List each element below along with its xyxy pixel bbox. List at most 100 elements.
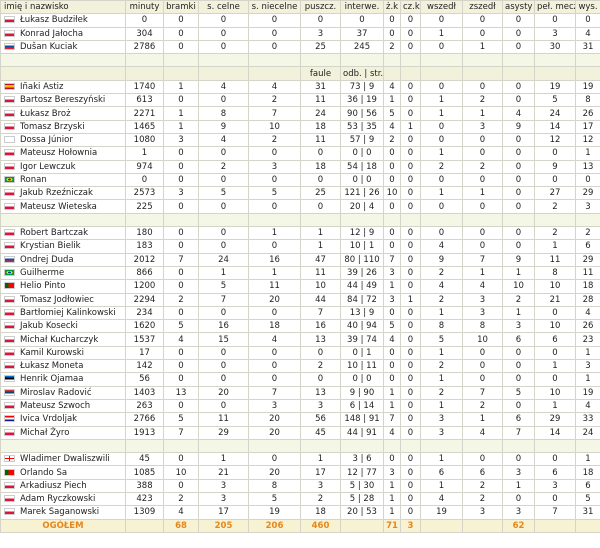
player-name: Marek Saganowski xyxy=(20,507,100,518)
stat-cell: 0 xyxy=(163,359,199,374)
total-cell: 68 xyxy=(163,518,199,533)
flag-icon xyxy=(4,242,15,250)
column-header: ż.k xyxy=(383,0,401,15)
stat-cell: 0 xyxy=(300,372,341,387)
stat-cell: 2786 xyxy=(125,39,164,55)
stat-cell: 25 xyxy=(300,39,341,55)
empty-cell xyxy=(248,212,301,228)
stat-cell: 0 xyxy=(383,26,401,41)
stat-cell: 0 xyxy=(198,239,249,254)
empty-cell xyxy=(575,438,600,454)
player-name-cell: Dušan Kuciak xyxy=(0,39,126,55)
player-row: Adam Ryczkowski 423 2 3 5 2 5 | 28 1 0 4 2 0 0 5 xyxy=(0,491,600,507)
stat-cell: 0 xyxy=(462,79,503,95)
stat-cell: 2 xyxy=(534,199,576,214)
stat-cell: 0 xyxy=(400,385,421,400)
total-cell xyxy=(575,518,600,533)
stat-cell: 1537 xyxy=(125,332,164,347)
stat-cell: 0 xyxy=(502,39,535,55)
stat-cell: 0 xyxy=(248,39,301,55)
stat-cell: 866 xyxy=(125,265,164,281)
stat-cell: 0 xyxy=(400,332,421,347)
empty-cell xyxy=(400,66,421,81)
flag-icon xyxy=(4,162,15,170)
stat-cell: 5 xyxy=(163,412,199,427)
player-name: Mateusz Szwoch xyxy=(20,401,91,412)
player-name: Konrad Jałocha xyxy=(20,28,84,39)
stat-cell: 2 xyxy=(575,226,600,241)
empty-cell xyxy=(248,53,301,68)
stat-cell: 2 xyxy=(462,491,503,507)
player-name: Tomasz Jodłowiec xyxy=(20,294,94,305)
stat-cell: 2271 xyxy=(125,106,164,121)
stat-cell: 44 | 91 xyxy=(340,425,384,440)
stat-cell: 19 xyxy=(534,79,576,95)
stat-cell: 7 xyxy=(248,106,301,121)
flag-icon xyxy=(4,468,15,476)
empty-cell xyxy=(300,53,341,68)
stat-cell: 0 xyxy=(534,305,576,321)
empty-cell xyxy=(462,66,503,81)
flag-icon xyxy=(4,109,15,117)
stat-cell: 0 xyxy=(163,226,199,241)
stat-cell: 5 xyxy=(198,279,249,294)
flag-icon xyxy=(4,43,15,51)
stat-cell: 0 xyxy=(400,372,421,387)
total-cell: 206 xyxy=(248,518,301,533)
player-name-cell: Konrad Jałocha xyxy=(0,26,126,41)
stat-cell: 2 xyxy=(420,292,463,307)
stat-cell: 3 xyxy=(420,412,463,427)
player-name: Ondrej Duda xyxy=(20,254,74,265)
stat-cell: 0 xyxy=(163,398,199,414)
player-name: Jakub Rzeźniczak xyxy=(20,188,93,199)
flag-icon xyxy=(4,82,15,90)
total-cell xyxy=(534,518,576,533)
stat-cell: 0 xyxy=(502,239,535,254)
stat-cell: 45 xyxy=(300,425,341,440)
stat-cell: 17 xyxy=(575,119,600,134)
stat-cell: 0 xyxy=(400,398,421,414)
player-name-cell: Guilherme xyxy=(0,265,126,281)
stat-cell: 3 xyxy=(248,398,301,414)
stat-cell: 0 xyxy=(383,146,401,161)
stat-cell: 84 | 72 xyxy=(340,292,384,307)
player-name: Miroslav Radović xyxy=(20,387,92,398)
empty-cell xyxy=(300,438,341,454)
player-name-cell: Jakub Kosecki xyxy=(0,319,126,334)
stat-cell: 57 | 9 xyxy=(340,132,384,148)
stat-cell: 18 xyxy=(575,465,600,480)
total-cell xyxy=(462,518,503,533)
stat-cell: 1 xyxy=(462,412,503,427)
stat-cell: 7 xyxy=(300,305,341,321)
stat-cell: 4 xyxy=(420,239,463,254)
stat-cell: 56 xyxy=(300,412,341,427)
stat-cell: 7 xyxy=(462,252,503,267)
empty-cell xyxy=(400,438,421,454)
column-header: s. niecelne xyxy=(248,0,301,15)
flag-icon xyxy=(4,29,15,37)
stat-cell: 31 xyxy=(575,39,600,55)
player-name: Michał Kucharczyk xyxy=(20,334,99,345)
stat-cell: 10 xyxy=(163,465,199,480)
stat-cell: 0 xyxy=(248,26,301,41)
stat-cell: 11 xyxy=(248,279,301,294)
stat-cell: 0 xyxy=(198,93,249,108)
stat-cell: 6 xyxy=(575,478,600,493)
stat-cell: 1 xyxy=(502,478,535,493)
stat-cell: 0 xyxy=(420,13,463,28)
stat-cell: 0 xyxy=(502,26,535,41)
stat-cell: 9 xyxy=(420,252,463,267)
stat-cell: 0 xyxy=(383,305,401,321)
stat-cell: 2 xyxy=(420,159,463,174)
stat-cell: 1 xyxy=(575,372,600,387)
flag-icon xyxy=(4,415,15,423)
stat-cell: 20 xyxy=(248,465,301,480)
stat-cell: 1 xyxy=(163,106,199,121)
empty-cell xyxy=(400,212,421,228)
stat-cell: 1 xyxy=(198,452,249,467)
flag-icon xyxy=(4,255,15,263)
stat-cell: 1 xyxy=(420,146,463,161)
stat-cell: 8 xyxy=(420,319,463,334)
flag-icon xyxy=(4,402,15,410)
